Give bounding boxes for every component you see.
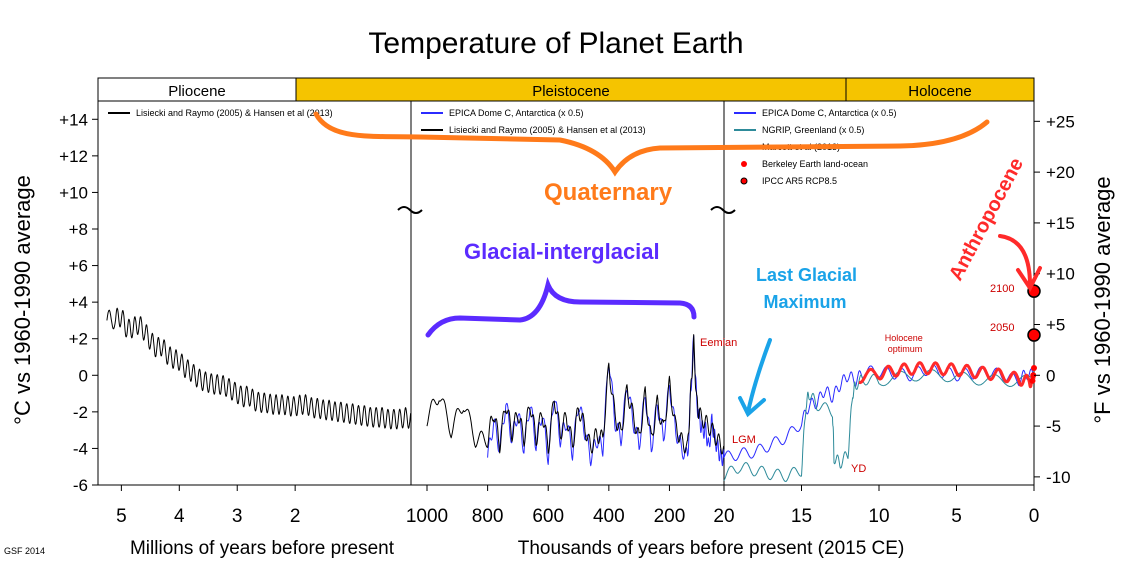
- x-tick-label: 10: [868, 506, 889, 527]
- y-left-tick-label: +2: [69, 330, 88, 349]
- legend-label: Berkeley Earth land-ocean: [762, 159, 868, 169]
- annotation-eemian: Eemian: [700, 337, 737, 349]
- x-tick-label: 1000: [406, 506, 448, 527]
- annotation-holocene-optimum: Holocene optimum: [885, 333, 926, 354]
- series-line: [106, 307, 412, 430]
- y-left-tick-label: +10: [59, 183, 88, 202]
- annotation-last-glacial-maximum: Last Glacial Maximum: [756, 265, 862, 312]
- series-line: [426, 334, 725, 455]
- series-point: [1029, 377, 1036, 384]
- y-right-tick-label: +20: [1046, 163, 1075, 182]
- annotation-2050: 2050: [990, 322, 1014, 334]
- y-right-tick-label: -5: [1046, 417, 1061, 436]
- y-right-tick-label: +25: [1046, 112, 1075, 131]
- credit-text: GSF 2014: [4, 546, 45, 556]
- epoch-label-holocene: Holocene: [908, 83, 971, 100]
- y-left-tick-label: +8: [69, 220, 88, 239]
- annotation-anthropocene: Anthropocene: [945, 154, 1028, 284]
- x-tick-label: 5: [951, 506, 962, 527]
- annotation-yd: YD: [851, 463, 866, 475]
- y-left-label: °C vs 1960-1990 average: [10, 175, 35, 425]
- anthropocene-arrow: [998, 234, 1042, 292]
- y-right-tick-label: +10: [1046, 265, 1075, 284]
- holocene-optimum-line-2: optimum: [888, 344, 923, 354]
- series-line: [723, 369, 1035, 482]
- series-layer: [106, 284, 1041, 482]
- x-tick-label: 800: [472, 506, 504, 527]
- x-tick-label: 15: [791, 506, 812, 527]
- legend-label: EPICA Dome C, Antarctica (x 0.5): [762, 108, 897, 118]
- y-left-tick-label: -6: [73, 476, 88, 495]
- y-right-tick-label: 0: [1046, 366, 1055, 385]
- x-label-thousands: Thousands of years before present (2015 …: [518, 538, 905, 559]
- holocene-optimum-line-1: Holocene: [885, 333, 923, 343]
- series-point: [1027, 328, 1041, 342]
- epoch-label-pliocene: Pliocene: [168, 83, 226, 100]
- x-tick-label: 20: [713, 506, 734, 527]
- lgm-line-2: Maximum: [763, 292, 846, 312]
- y-left-tick-label: +6: [69, 257, 88, 276]
- legend-symbol: [740, 177, 748, 185]
- x-tick-label: 4: [174, 506, 185, 527]
- axis-layer: +14+12+10+8+6+4+20-2-4-6+25+20+15+10+50-…: [59, 110, 1075, 527]
- x-tick-label: 0: [1029, 506, 1040, 527]
- x-tick-label: 600: [532, 506, 564, 527]
- x-tick-label: 200: [654, 506, 686, 527]
- y-right-tick-label: -10: [1046, 468, 1071, 487]
- annotation-quaternary: Quaternary: [544, 179, 673, 206]
- series-line: [858, 361, 1036, 389]
- series-line: [487, 335, 725, 467]
- y-left-tick-label: -2: [73, 403, 88, 422]
- y-right-tick-label: +15: [1046, 214, 1075, 233]
- y-left-tick-label: +4: [69, 293, 88, 312]
- legend-label: EPICA Dome C, Antarctica (x 0.5): [449, 108, 584, 118]
- y-left-tick-label: +14: [59, 110, 88, 129]
- axis-break-left: [397, 206, 423, 214]
- lgm-line-1: Last Glacial: [756, 265, 857, 285]
- series-point: [1031, 364, 1037, 371]
- chart-title: Temperature of Planet Earth: [368, 27, 743, 60]
- x-tick-label: 5: [116, 506, 127, 527]
- legend-label: Lisiecki and Raymo (2005) & Hansen et al…: [136, 108, 333, 118]
- legend-label: Lisiecki and Raymo (2005) & Hansen et al…: [449, 125, 646, 135]
- plot-frame: [97, 100, 1035, 486]
- annotation-lgm: LGM: [732, 434, 756, 446]
- quaternary-brace: [313, 111, 990, 177]
- series-point: [1030, 372, 1037, 379]
- y-left-tick-label: -4: [73, 439, 88, 458]
- y-right-tick-label: +5: [1046, 315, 1065, 334]
- annotation-glacial-interglacial: Glacial-interglacial: [464, 239, 660, 264]
- x-tick-label: 400: [593, 506, 625, 527]
- y-right-label: °F vs 1960-1990 average: [1090, 176, 1115, 423]
- annotation-2100: 2100: [990, 283, 1014, 295]
- y-left-tick-label: 0: [79, 366, 88, 385]
- glacial-brace: [425, 276, 697, 338]
- legend-label: NGRIP, Greenland (x 0.5): [762, 125, 864, 135]
- lgm-arrow: [738, 338, 772, 418]
- legend-label: IPCC AR5 RCP8.5: [762, 176, 837, 186]
- legend-symbol: [741, 161, 747, 167]
- x-tick-label: 3: [232, 506, 243, 527]
- x-label-millions: Millions of years before present: [130, 538, 395, 559]
- y-left-tick-label: +12: [59, 147, 88, 166]
- axis-break-right: [710, 206, 736, 214]
- epoch-label-pleistocene: Pleistocene: [532, 83, 610, 100]
- x-tick-label: 2: [290, 506, 301, 527]
